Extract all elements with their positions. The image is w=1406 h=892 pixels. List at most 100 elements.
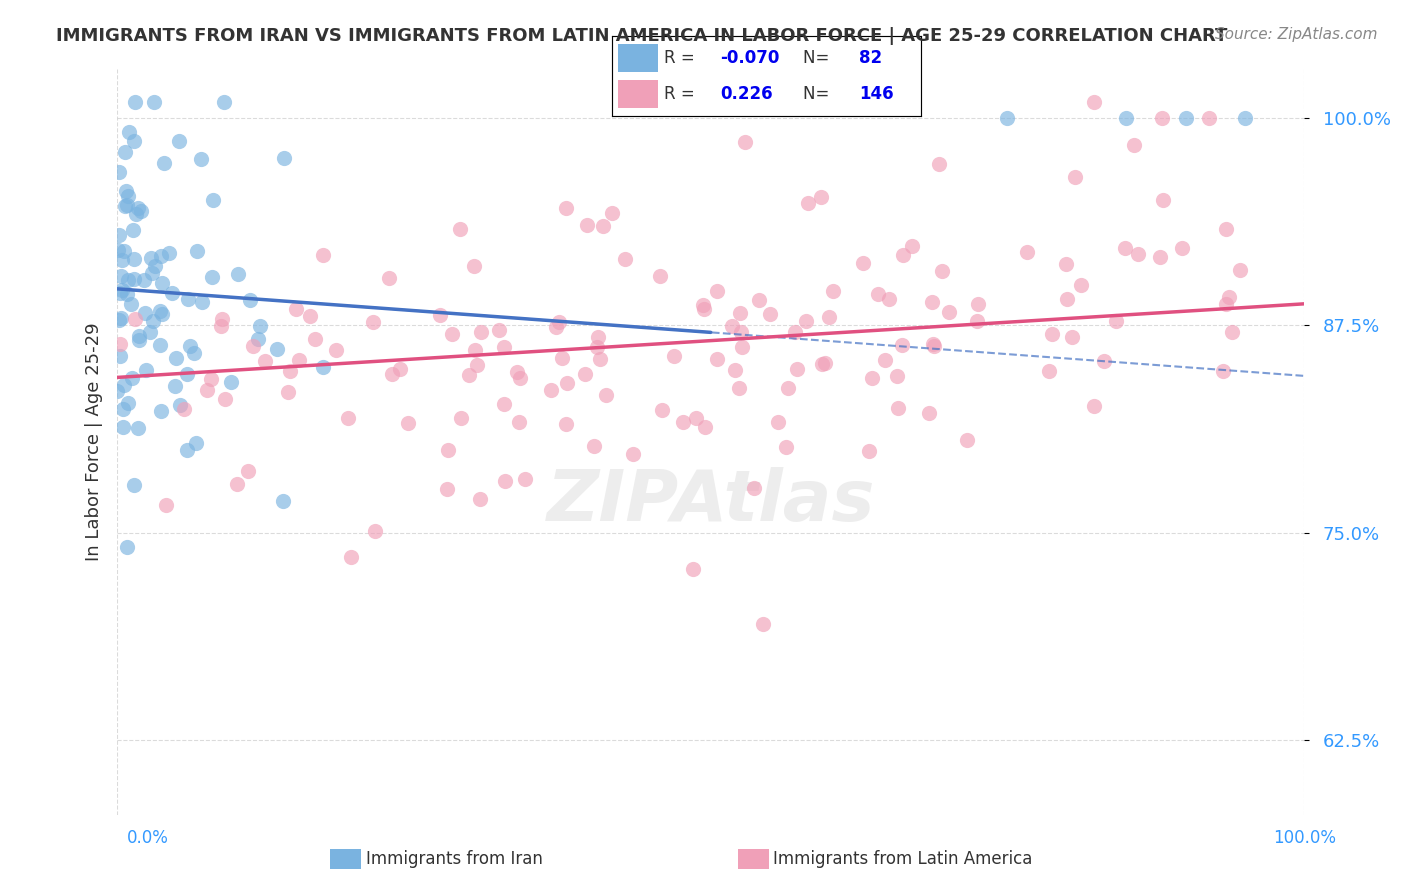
Point [209, 319, 232, 334]
Point [492, 340, 515, 354]
Point [152, 156, 174, 170]
Point [214, 392, 236, 406]
Point [938, 305, 960, 319]
Point [112, 244, 135, 259]
Point [132, 273, 155, 287]
Point [212, 95, 235, 109]
Point [449, 221, 471, 235]
Point [325, 343, 347, 357]
Point [956, 433, 979, 447]
Point [121, 371, 143, 385]
Point [299, 309, 322, 323]
Point [494, 474, 516, 488]
Point [540, 384, 562, 398]
Text: N=: N= [803, 86, 835, 103]
Point [1123, 137, 1146, 152]
Point [288, 352, 311, 367]
Point [176, 367, 198, 381]
Text: 100.0%: 100.0% [1272, 830, 1336, 847]
Point [505, 364, 527, 378]
Point [685, 411, 707, 425]
Point [183, 346, 205, 360]
Point [672, 415, 695, 429]
Point [149, 249, 172, 263]
Point [775, 440, 797, 454]
Point [277, 385, 299, 400]
Point [127, 201, 149, 215]
Point [886, 401, 908, 416]
Point [464, 343, 486, 358]
Point [117, 273, 139, 287]
Point [509, 371, 531, 385]
Point [866, 286, 889, 301]
Point [724, 363, 747, 377]
Point [396, 416, 419, 430]
Point [794, 314, 817, 328]
Point [143, 259, 166, 273]
Point [586, 340, 609, 354]
Point [621, 447, 644, 461]
Point [429, 309, 451, 323]
Point [117, 396, 139, 410]
Point [1215, 297, 1237, 311]
Point [157, 246, 180, 260]
Point [107, 384, 129, 398]
Point [117, 125, 139, 139]
Point [115, 540, 138, 554]
Point [176, 442, 198, 457]
Text: ZIPAtlas: ZIPAtlas [547, 467, 875, 536]
Point [1104, 314, 1126, 328]
Point [1171, 241, 1194, 255]
Point [1198, 112, 1220, 126]
Point [201, 194, 224, 208]
Point [141, 267, 163, 281]
Point [160, 286, 183, 301]
Point [363, 524, 385, 538]
Text: -0.070: -0.070 [720, 49, 779, 67]
Point [149, 337, 172, 351]
Point [875, 352, 897, 367]
Point [312, 359, 335, 374]
Text: 0.226: 0.226 [720, 86, 772, 103]
Point [108, 165, 131, 179]
Point [797, 195, 820, 210]
Point [648, 269, 671, 284]
Point [179, 339, 201, 353]
Point [285, 301, 308, 316]
Point [465, 358, 488, 372]
Point [361, 315, 384, 329]
Point [1054, 256, 1077, 270]
Point [184, 435, 207, 450]
Point [242, 339, 264, 353]
Point [651, 402, 673, 417]
Point [1083, 95, 1105, 109]
Point [201, 270, 224, 285]
Point [966, 314, 988, 328]
Point [278, 364, 301, 378]
Point [1038, 363, 1060, 377]
Point [219, 376, 242, 390]
Point [555, 417, 578, 431]
Point [488, 323, 510, 337]
Point [997, 112, 1019, 126]
Point [463, 259, 485, 273]
Point [121, 222, 143, 236]
Point [1150, 112, 1173, 126]
FancyBboxPatch shape [738, 849, 769, 869]
Point [381, 368, 404, 382]
Point [124, 312, 146, 326]
Point [249, 318, 271, 333]
Point [742, 481, 765, 495]
Point [1220, 325, 1243, 339]
Point [662, 349, 685, 363]
Point [138, 325, 160, 339]
Point [186, 244, 208, 258]
Point [195, 384, 218, 398]
Point [1083, 399, 1105, 413]
Point [922, 339, 945, 353]
Point [1126, 247, 1149, 261]
Point [108, 286, 131, 301]
Point [340, 550, 363, 565]
Point [811, 357, 834, 371]
Point [253, 354, 276, 368]
